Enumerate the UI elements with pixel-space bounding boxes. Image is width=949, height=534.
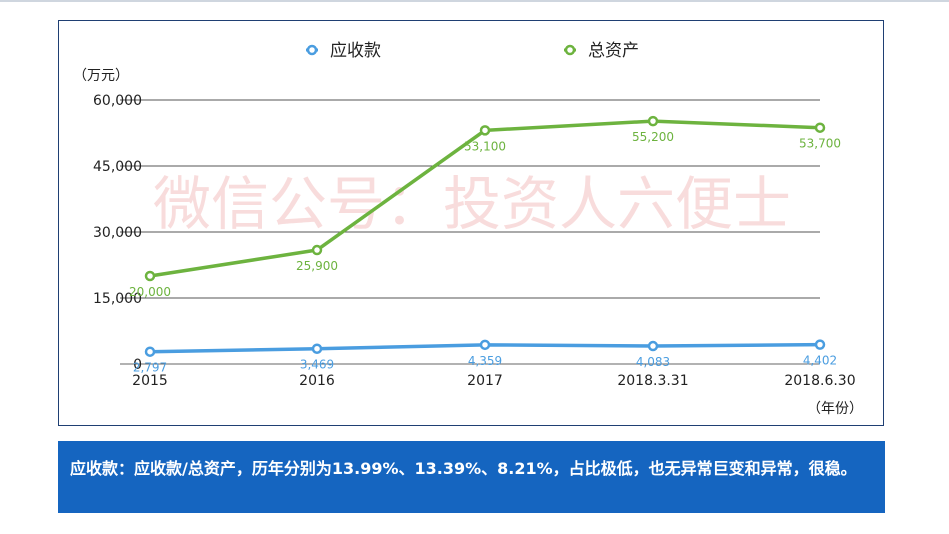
data-point xyxy=(814,339,826,350)
data-label: 4,359 xyxy=(468,354,502,368)
y-axis-label: （万元） xyxy=(73,68,129,84)
series-group: 2,797 3,469 4,359 4,083 4,402 20,000 25,900 53,… xyxy=(129,115,841,375)
data-point xyxy=(479,339,491,351)
y-tick-label: 60,000 xyxy=(93,93,142,109)
data-point xyxy=(814,122,826,133)
x-tick-label: 2015 xyxy=(132,373,168,389)
y-tick-label: 0 xyxy=(133,357,142,373)
data-label: 3,469 xyxy=(300,358,334,372)
y-tick-label: 45,000 xyxy=(93,159,142,175)
data-point xyxy=(311,244,323,256)
legend-marker xyxy=(564,44,576,56)
x-tick-label: 2018.3.31 xyxy=(617,373,688,389)
y-tick-label: 30,000 xyxy=(93,225,142,241)
note-text: 应收款：应收款/总资产，历年分别为13.99%、13.39%、8.21%，占比极… xyxy=(70,459,857,478)
data-point xyxy=(144,270,156,282)
data-point xyxy=(647,340,659,352)
chart-frame xyxy=(58,20,884,426)
data-label: 4,402 xyxy=(803,354,837,368)
x-tick-label: 2016 xyxy=(299,373,335,389)
data-point xyxy=(311,343,323,354)
data-point xyxy=(144,346,156,357)
x-tick-label: 2017 xyxy=(467,373,503,389)
data-point xyxy=(647,115,659,127)
x-tick-label: 2018.6.30 xyxy=(784,373,855,389)
data-label: 20,000 xyxy=(129,285,171,299)
legend-label: 应收款 xyxy=(330,41,381,61)
data-label: 53,100 xyxy=(464,139,506,153)
legend: 应收款 总资产 xyxy=(306,41,639,61)
x-axis-label: （年份） xyxy=(807,401,863,417)
data-label: 25,900 xyxy=(296,259,338,273)
note-box: 应收款：应收款/总资产，历年分别为13.99%、13.39%、8.21%，占比极… xyxy=(58,441,885,513)
legend-label: 总资产 xyxy=(588,41,639,61)
data-label: 53,700 xyxy=(799,137,841,151)
data-label: 2,797 xyxy=(133,361,167,375)
data-label: 4,083 xyxy=(636,355,670,369)
data-label: 55,200 xyxy=(632,130,674,144)
y-tick-label: 15,000 xyxy=(93,291,142,307)
watermark-text: 微信公号：投资人六便士 xyxy=(153,170,791,238)
x-tick-labels: 2015 2016 2017 2018.3.31 2018.6.30 xyxy=(132,373,855,389)
grid-lines xyxy=(120,99,820,365)
y-tick-labels: 0 15,000 30,000 45,000 60,000 xyxy=(93,93,142,373)
data-point xyxy=(479,125,491,136)
top-rule xyxy=(0,0,949,2)
legend-marker xyxy=(306,44,318,56)
